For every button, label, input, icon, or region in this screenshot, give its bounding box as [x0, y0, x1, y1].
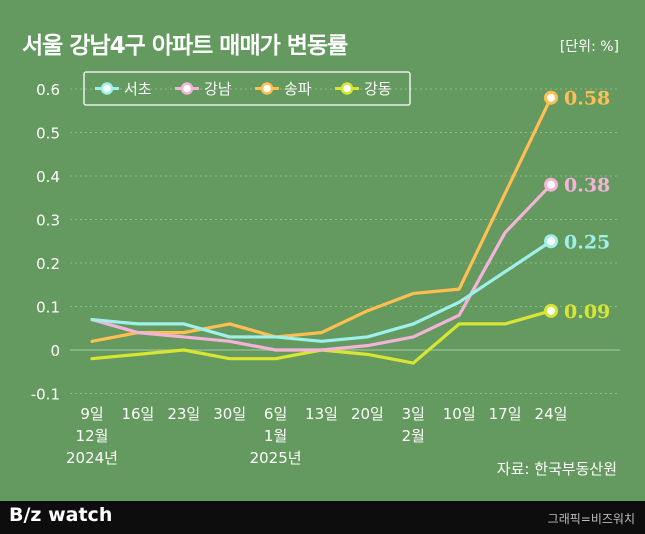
x-tick-label: 30일 [213, 405, 246, 423]
y-tick-label: 0.6 [36, 81, 60, 99]
end-value-label: 0.25 [564, 231, 610, 253]
x-tick-label: 23일 [167, 405, 200, 423]
x-tick-sublabel: 2월 [402, 427, 425, 445]
x-tick-sublabel: 2024년 [66, 449, 118, 467]
legend-swatch-marker [340, 82, 354, 95]
y-tick-label: 0.2 [36, 255, 60, 273]
x-axis-ticks: 9일 12월 2024년 16일 23일 30일 6일 1월 2025년 13일 20일 3일 2월 10… [66, 405, 567, 467]
legend-label: 서초 [124, 80, 152, 98]
unit-label: [단위: %] [559, 39, 619, 55]
end-point-marker [544, 234, 558, 249]
end-labels: 0.09 0.58 0.38 0.25 [564, 88, 610, 323]
source-note: 자료: 한국부동산원 [496, 460, 617, 478]
legend-box [83, 71, 411, 106]
end-value-label: 0.58 [564, 88, 610, 110]
y-tick-label: 0.4 [36, 168, 60, 186]
legend-label: 강동 [364, 80, 392, 98]
footer-bar: B/z watch 그래픽=비즈워치 [0, 501, 645, 534]
series-line-송파 [90, 96, 553, 343]
y-tick-label: 0.1 [36, 299, 60, 317]
x-tick-label: 17일 [489, 405, 522, 423]
chart-title: 서울 강남4구 아파트 매매가 변동률 [22, 33, 348, 59]
brand-logo: B/z watch [9, 504, 113, 526]
x-tick-label: 6일 [264, 405, 287, 423]
y-tick-label: -0.1 [31, 386, 60, 404]
legend-label: 강남 [204, 80, 232, 98]
series-line-서초 [90, 239, 553, 343]
x-tick-label: 9일 [80, 405, 103, 423]
y-tick-label: 0.3 [36, 212, 60, 230]
line-chart: 0.6 0.5 0.4 0.3 0.2 0.1 0 -0.1 9일 12월 2024년 16일 23일… [31, 71, 620, 467]
legend: 서초 강남 송파 강동 [83, 71, 411, 106]
legend-label: 송파 [284, 80, 312, 98]
series-lines [90, 90, 558, 365]
graphic-credit: 그래픽=비즈워치 [547, 512, 635, 526]
grid [70, 88, 620, 394]
x-tick-label: 20일 [351, 405, 384, 423]
end-point-marker [544, 90, 558, 105]
x-tick-sublabel: 12월 [76, 427, 109, 445]
x-tick-label: 3일 [402, 405, 425, 423]
series-line-강동 [90, 309, 553, 365]
end-point-marker [544, 177, 558, 192]
x-tick-label: 24일 [535, 405, 568, 423]
legend-swatch-marker [100, 82, 114, 95]
x-tick-sublabel: 2025년 [250, 449, 302, 467]
x-tick-label: 13일 [305, 405, 338, 423]
end-point-marker [544, 303, 558, 318]
end-value-label: 0.09 [564, 301, 610, 323]
y-tick-label: 0.5 [36, 125, 60, 143]
y-tick-label: 0 [50, 342, 60, 360]
end-value-label: 0.38 [564, 175, 610, 197]
x-tick-label: 16일 [121, 405, 154, 423]
legend-swatch-marker [180, 82, 194, 95]
x-tick-sublabel: 1월 [264, 427, 287, 445]
x-tick-label: 10일 [443, 405, 476, 423]
y-axis-ticks: 0.6 0.5 0.4 0.3 0.2 0.1 0 -0.1 [31, 81, 60, 404]
series-line-강남 [90, 183, 553, 352]
legend-swatch-marker [260, 82, 274, 95]
